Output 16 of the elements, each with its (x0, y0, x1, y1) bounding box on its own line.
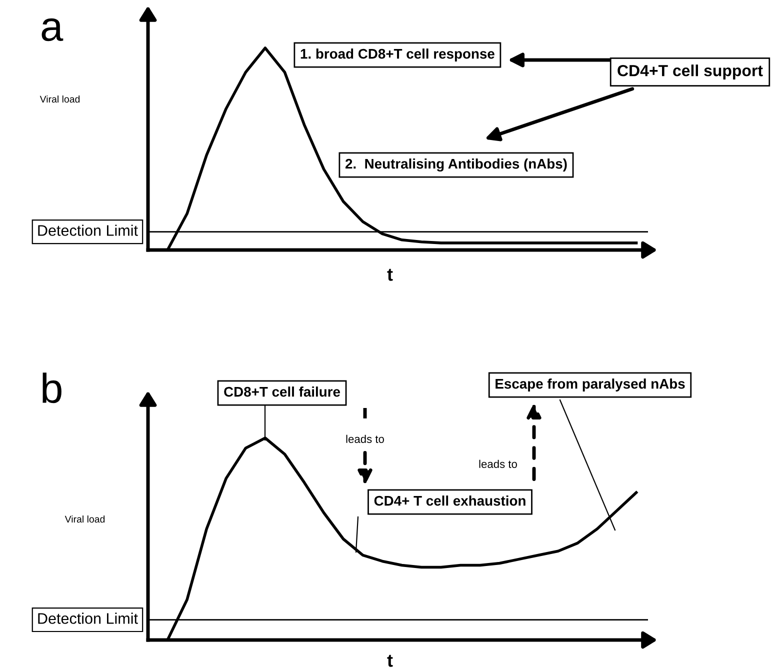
ref-line-label: Detection Limit (38, 612, 138, 624)
text: Escape from paralysed nAbs (496, 378, 685, 392)
x-axis-title: t (387, 654, 393, 667)
annotation: leads to (346, 434, 384, 443)
x-axis-title: t (387, 268, 393, 281)
ref-line-label: Detection Limit (38, 224, 138, 236)
text: CD8+T cell failure (224, 386, 340, 397)
y-axis-title: Viral load (40, 95, 80, 103)
annotation: leads to (479, 460, 517, 468)
annotation: 1. broad CD8+T cell response (300, 48, 494, 62)
chart-title: b (42, 372, 62, 404)
y-axis-title: Viral load (64, 515, 105, 523)
annotation: 2. Neutralising Antibodies (nAbs) (345, 158, 567, 172)
annotation: CD4+ T cell exhaustion (374, 496, 526, 506)
chart-title: a (42, 18, 64, 42)
annotation: CD4+T cell support (618, 64, 763, 80)
